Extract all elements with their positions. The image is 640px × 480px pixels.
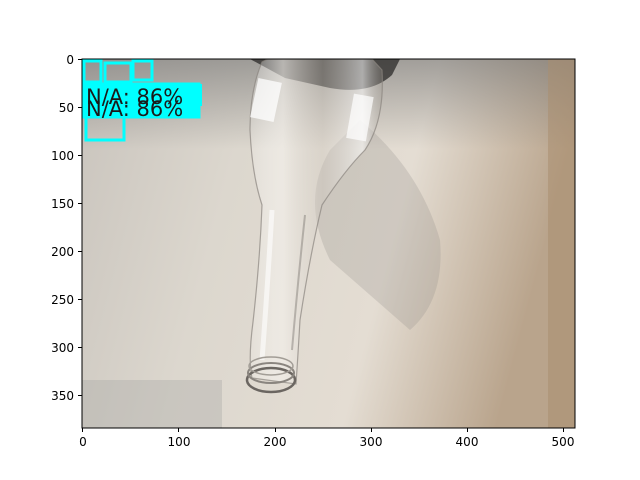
y-axis: 0 50 100 150 200 250 300 350	[51, 53, 82, 403]
y-tick-label: 250	[51, 293, 74, 307]
x-axis: 0 100 200 300 400 500	[79, 428, 574, 449]
y-tick-label: 0	[66, 53, 74, 67]
detection-labels: N/A: 86% N/A: 86%	[84, 84, 202, 121]
label-background	[84, 98, 200, 118]
x-tick-label: 500	[552, 435, 575, 449]
glass-bottle	[245, 59, 383, 394]
y-tick-label: 350	[51, 389, 74, 403]
x-tick-label: 200	[264, 435, 287, 449]
y-tick-label: 100	[51, 149, 74, 163]
axes-frame	[81, 58, 576, 429]
y-tick-label: 50	[59, 101, 74, 115]
x-tick-label: 300	[360, 435, 383, 449]
y-tick-label: 300	[51, 341, 74, 355]
x-tick-label: 100	[168, 435, 191, 449]
detection-box	[103, 61, 133, 84]
y-tick-label: 200	[51, 245, 74, 259]
detection-label: N/A: 86%	[86, 85, 183, 109]
y-tick-label: 150	[51, 197, 74, 211]
detection-box	[131, 59, 154, 82]
detection-box	[82, 59, 103, 84]
detection-label: N/A: 86%	[86, 97, 183, 121]
x-tick-label: 400	[456, 435, 479, 449]
x-tick-label: 0	[79, 435, 87, 449]
